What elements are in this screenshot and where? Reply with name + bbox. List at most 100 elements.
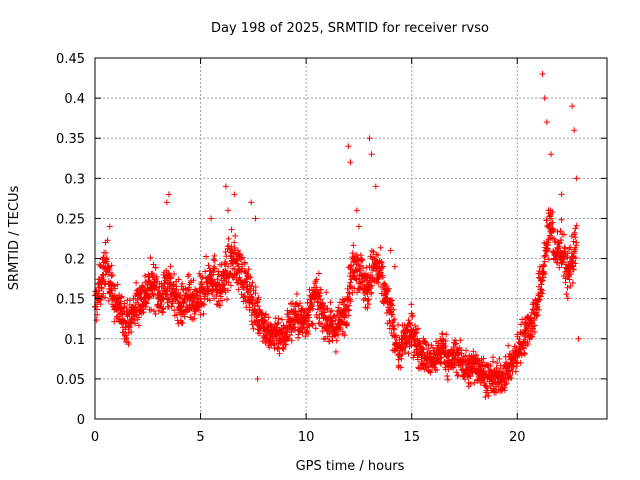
- scatter-point: [350, 242, 357, 249]
- scatter-point: [327, 329, 334, 336]
- outlier-point: [106, 223, 113, 230]
- scatter-point: [446, 359, 453, 366]
- scatter-point: [181, 313, 188, 320]
- scatter-point: [158, 301, 165, 308]
- scatter-point: [235, 263, 242, 270]
- scatter-point: [178, 283, 185, 290]
- scatter-point: [123, 335, 130, 342]
- scatter-point: [274, 320, 281, 327]
- scatter-point: [209, 277, 216, 284]
- scatter-point: [227, 282, 234, 289]
- scatter-point: [330, 327, 337, 334]
- scatter-point: [148, 306, 155, 313]
- scatter-point: [478, 367, 485, 374]
- scatter-point: [529, 306, 536, 313]
- scatter-point: [379, 263, 386, 270]
- scatter-point: [501, 387, 508, 394]
- scatter-point: [345, 312, 352, 319]
- scatter-point: [252, 284, 259, 291]
- scatter-point: [337, 324, 344, 331]
- scatter-point: [131, 320, 138, 327]
- scatter-point: [421, 351, 428, 358]
- scatter-point: [516, 336, 523, 343]
- scatter-point: [487, 366, 494, 373]
- scatter-point: [335, 331, 342, 338]
- scatter-point: [217, 293, 224, 300]
- scatter-point: [279, 335, 286, 342]
- scatter-point: [529, 333, 536, 340]
- scatter-point: [317, 286, 324, 293]
- scatter-point: [313, 284, 320, 291]
- scatter-point: [114, 296, 121, 303]
- y-axis-label: SRMTID / TECUs: [7, 186, 22, 291]
- scatter-point: [228, 226, 235, 233]
- scatter-point: [240, 285, 247, 292]
- scatter-point: [501, 376, 508, 383]
- scatter-point: [142, 272, 149, 279]
- scatter-point: [346, 302, 353, 309]
- scatter-point: [420, 349, 427, 356]
- scatter-point: [210, 256, 217, 263]
- scatter-point: [564, 271, 571, 278]
- scatter-point: [108, 287, 115, 294]
- scatter-point: [572, 260, 579, 267]
- scatter-point: [308, 303, 315, 310]
- scatter-point: [236, 274, 243, 281]
- grid-layer: [95, 58, 607, 419]
- scatter-point: [490, 358, 497, 365]
- scatter-point: [389, 311, 396, 318]
- scatter-point: [152, 310, 159, 317]
- scatter-point: [462, 353, 469, 360]
- x-tick-label: 5: [196, 430, 204, 445]
- outlier-point: [345, 143, 352, 150]
- scatter-point: [346, 273, 353, 280]
- scatter-point: [160, 305, 167, 312]
- scatter-point: [143, 300, 150, 307]
- scatter-point: [554, 228, 561, 235]
- scatter-point: [497, 375, 504, 382]
- scatter-point: [153, 273, 160, 280]
- scatter-point: [149, 290, 156, 297]
- scatter-point: [97, 281, 104, 288]
- scatter-point: [484, 375, 491, 382]
- scatter-point: [431, 354, 438, 361]
- scatter-point: [443, 331, 450, 338]
- y-tick-label: 0.25: [56, 212, 85, 227]
- scatter-point: [225, 279, 232, 286]
- scatter-point: [570, 266, 577, 273]
- scatter-point: [517, 359, 524, 366]
- scatter-point: [254, 311, 261, 318]
- scatter-point: [165, 279, 172, 286]
- scatter-point: [305, 318, 312, 325]
- scatter-point: [128, 328, 135, 335]
- scatter-point: [224, 287, 231, 294]
- scatter-point: [104, 263, 111, 270]
- scatter-point: [286, 319, 293, 326]
- scatter-point: [415, 325, 422, 332]
- scatter-point: [540, 274, 547, 281]
- scatter-point: [172, 295, 179, 302]
- scatter-point: [102, 280, 109, 287]
- scatter-point: [244, 289, 251, 296]
- scatter-point: [312, 325, 319, 332]
- scatter-point: [524, 340, 531, 347]
- scatter-point: [414, 356, 421, 363]
- scatter-point: [125, 319, 132, 326]
- scatter-point: [537, 286, 544, 293]
- outlier-point: [347, 159, 354, 166]
- y-tick-label: 0.1: [64, 333, 85, 348]
- scatter-point: [506, 350, 513, 357]
- scatter-point: [132, 299, 139, 306]
- scatter-point: [205, 262, 212, 269]
- scatter-point: [573, 239, 580, 246]
- x-tick-label: 10: [298, 430, 315, 445]
- scatter-point: [216, 287, 223, 294]
- scatter-point: [569, 255, 576, 262]
- scatter-point: [493, 389, 500, 396]
- scatter-point: [96, 287, 103, 294]
- scatter-point: [556, 264, 563, 271]
- scatter-point: [358, 271, 365, 278]
- outlier-point: [569, 103, 576, 110]
- scatter-point: [336, 319, 343, 326]
- scatter-point: [421, 338, 428, 345]
